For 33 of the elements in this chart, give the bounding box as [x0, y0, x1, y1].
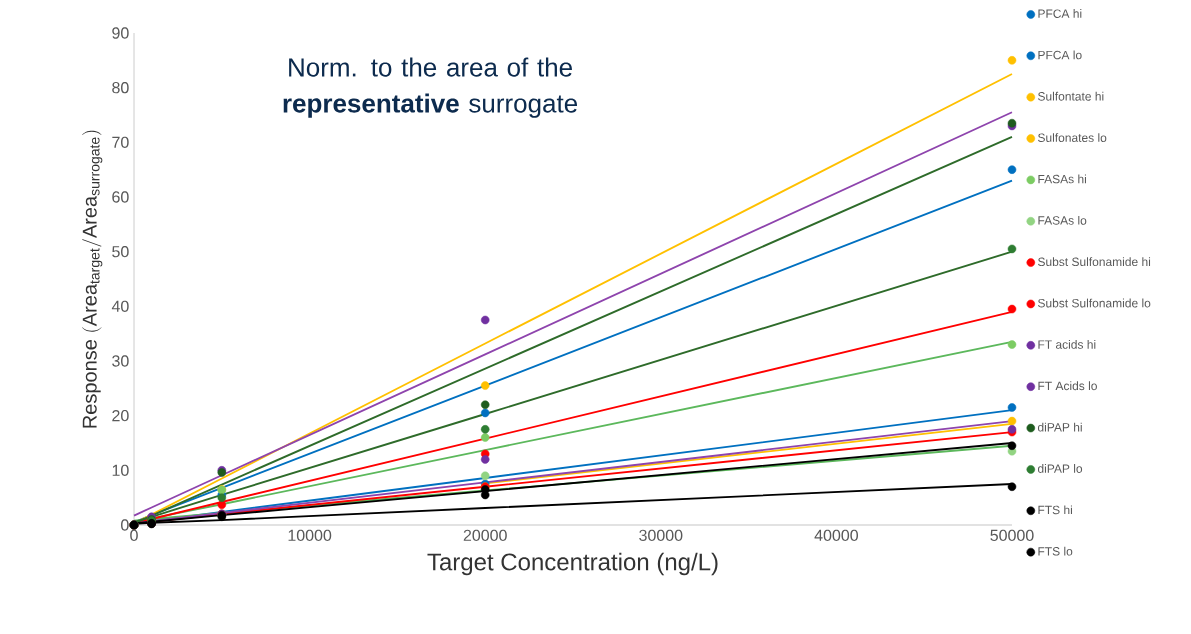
y-tick-label: 70	[112, 136, 129, 148]
y-tick-label: 50	[112, 246, 129, 258]
x-axis-title: Target Concentration (ng/L)	[427, 552, 718, 576]
y-tick-label: 0	[121, 519, 129, 531]
x-tick-label: 20000	[463, 529, 507, 542]
legend-label: PFCA lo	[1038, 50, 1082, 60]
y-tick-label: 80	[112, 82, 129, 94]
y-tick-label: 90	[112, 27, 129, 39]
y-tick-label: 10	[112, 464, 129, 476]
y-tick-label: 20	[112, 410, 129, 422]
y-tick-label: 40	[111, 300, 129, 312]
legend-label: FASAs lo	[1038, 215, 1087, 225]
legend-label: FT Acids lo	[1038, 381, 1097, 391]
legend-label: FT acids hi	[1038, 339, 1096, 349]
legend-label: Subst Sulfonamide hi	[1038, 257, 1151, 267]
legend-label: PFCA hi	[1038, 9, 1082, 18]
legend-label: FASAs hi	[1038, 174, 1086, 184]
y-tick-label: 30	[112, 355, 129, 367]
x-tick-label: 40000	[814, 529, 859, 542]
y-tick-label: 60	[112, 191, 129, 203]
x-tick-label: 0	[130, 529, 138, 542]
legend-label: Sulfonates lo	[1038, 133, 1107, 142]
legend-label: diPAP lo	[1037, 464, 1083, 473]
annotation: Norm. to the area of the representative surrogate	[283, 57, 578, 118]
x-tick-label: 10000	[288, 529, 332, 542]
legend-label: diPAP hi	[1037, 422, 1082, 432]
y-axis-title: $\mathrm{Response}\ (\mathrm{Area}_{\mathrm{target}}/\mathrm{Area}_{\mathrm{surrogate}})$	[82, 130, 103, 428]
x-tick-label: 50000	[990, 529, 1034, 542]
legend-label: FTS hi	[1038, 505, 1072, 515]
legend-label: Subst Sulfonamide lo	[1038, 298, 1151, 308]
legend-label: FTS lo	[1038, 546, 1073, 556]
legend-label: Sulfontate hi	[1038, 91, 1104, 101]
x-tick-label: 30000	[639, 529, 683, 542]
